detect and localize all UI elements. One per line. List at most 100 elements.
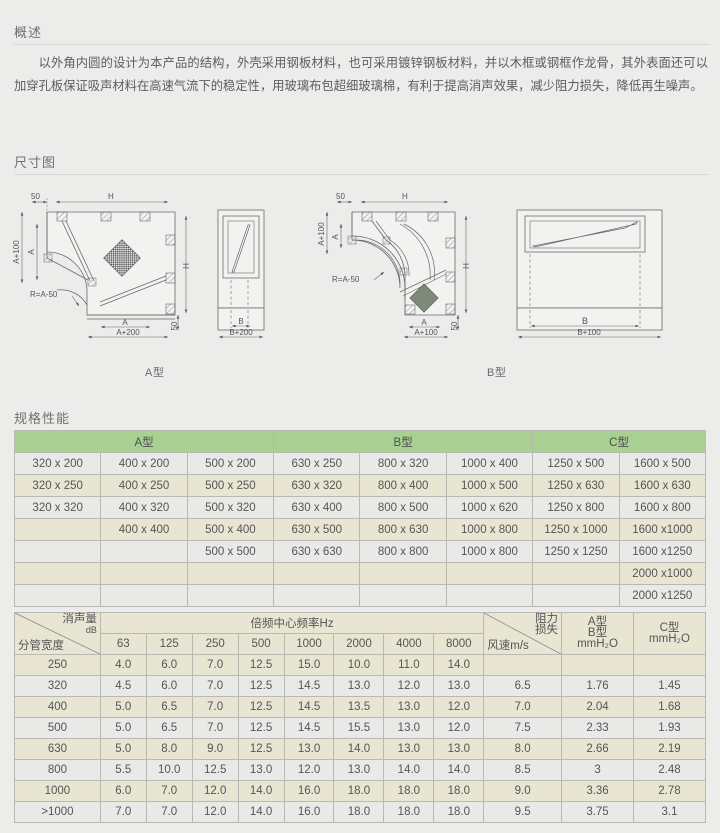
table-row: >1000 7.0 7.0 12.0 14.0 16.0 18.0 18.0 18.0 9.5 3.… <box>14 801 707 823</box>
perf-value-cell: 11.0 <box>383 654 435 676</box>
spec-cell: 630 x 250 <box>273 452 361 475</box>
spec-cell: 630 x 500 <box>273 518 361 541</box>
spec-cell <box>273 584 361 607</box>
perf-corner-bottom-label: 分管宽度 <box>18 640 64 652</box>
table-row: 2000 x1250 <box>13 584 707 607</box>
perf-freq-group-label: 倍频中心频率Hz <box>99 612 485 634</box>
perf-value-cell: 4.5 <box>99 675 147 697</box>
spec-cell: 1000 x 620 <box>445 496 534 519</box>
perf-width-cell: 630 <box>14 738 101 760</box>
spec-cell: 630 x 400 <box>273 496 361 519</box>
perf-value-cell: 18.0 <box>433 801 485 823</box>
spec-cell <box>359 562 447 585</box>
perf-ab-loss-cell: 2.66 <box>561 738 634 760</box>
drawing-caption-a: A型 <box>145 367 165 379</box>
spec-cell <box>100 562 188 585</box>
perf-header-row-2: 63 125 250 500 1000 2000 4000 8000 <box>15 633 706 655</box>
perf-speed-cell <box>483 654 563 676</box>
svg-text:A+100: A+100 <box>12 240 21 264</box>
perf-width-cell: 320 <box>14 675 101 697</box>
table-row: 400 x 400 500 x 400 630 x 500 800 x 630 1000… <box>13 518 707 541</box>
perf-value-cell: 12.5 <box>237 654 285 676</box>
perf-value-cell: 13.0 <box>333 759 385 781</box>
perf-value-cell: 7.0 <box>145 780 193 802</box>
spec-cell: 1000 x 800 <box>445 518 534 541</box>
svg-text:R=A-50: R=A-50 <box>30 290 58 299</box>
perf-value-cell: 13.0 <box>333 675 385 697</box>
perf-resistance-bottom-label: 风速m/s <box>487 640 529 652</box>
perf-width-cell: >1000 <box>14 801 101 823</box>
table-row: 630 5.0 8.0 9.0 12.5 13.0 14.0 13.0 13.0 8.0 2.66 2… <box>14 738 707 760</box>
perf-width-cell: 800 <box>14 759 101 781</box>
overview-divider <box>14 44 710 45</box>
perf-ab-loss-cell: 3.36 <box>561 780 634 802</box>
perf-freq-column-header: 250 <box>191 633 239 655</box>
perf-ab-loss-cell: 1.76 <box>561 675 634 697</box>
perf-value-cell: 4.0 <box>99 654 147 676</box>
diagonal-line-icon-2 <box>484 613 561 654</box>
perf-value-cell: 8.0 <box>145 738 193 760</box>
svg-text:A+100: A+100 <box>414 328 438 337</box>
perf-value-cell: 12.0 <box>191 801 239 823</box>
spec-group-header-row: A型 B型 C型 <box>13 430 706 453</box>
perf-freq-column-header: 2000 <box>333 633 385 655</box>
spec-cell: 1000 x 800 <box>445 540 534 563</box>
perf-value-cell: 12.5 <box>237 738 285 760</box>
spec-heading: 规格性能 <box>14 411 71 426</box>
table-row: 2000 x1000 <box>13 562 707 585</box>
perf-value-cell: 5.5 <box>99 759 147 781</box>
perf-value-cell: 15.5 <box>333 717 385 739</box>
perf-value-cell: 6.0 <box>145 675 193 697</box>
svg-text:H: H <box>108 192 114 201</box>
table-row: 500 5.0 6.5 7.0 12.5 14.5 15.5 13.0 12.0 7.5 2.33 1… <box>14 717 707 739</box>
spec-cell: 1250 x 800 <box>532 496 620 519</box>
perf-col-c-header: C型 mmH₂O <box>632 612 707 655</box>
spec-cell: 500 x 320 <box>186 496 275 519</box>
perf-speed-cell: 6.5 <box>483 675 563 697</box>
perf-width-cell: 250 <box>14 654 101 676</box>
perf-value-cell: 6.0 <box>145 654 193 676</box>
spec-cell <box>273 562 361 585</box>
perf-value-cell: 13.5 <box>333 696 385 718</box>
perf-ab-loss-cell: 2.33 <box>561 717 634 739</box>
spec-cell <box>532 584 620 607</box>
spec-cell: 800 x 500 <box>359 496 447 519</box>
perf-value-cell: 14.0 <box>433 654 485 676</box>
spec-cell <box>13 540 102 563</box>
perf-width-cell: 400 <box>14 696 101 718</box>
svg-text:50: 50 <box>450 321 459 330</box>
perf-freq-column-header: 125 <box>145 633 193 655</box>
perf-col-ab-header: A型 B型 mmH₂O <box>561 612 634 655</box>
spec-cell: 400 x 200 <box>100 452 188 475</box>
dimension-heading: 尺寸图 <box>14 155 57 170</box>
spec-cell: 2000 x1000 <box>618 562 707 585</box>
spec-cell: 1600 x 800 <box>618 496 707 519</box>
spec-group-c: C型 <box>532 430 706 453</box>
table-row: 500 x 500 630 x 630 800 x 800 1000 x 800 125… <box>13 540 707 563</box>
svg-text:R=A-50: R=A-50 <box>332 275 360 284</box>
svg-text:H: H <box>462 263 471 269</box>
spec-cell: 1250 x 500 <box>532 452 620 475</box>
spec-group-b: B型 <box>273 430 534 453</box>
spec-cell: 1000 x 500 <box>445 474 534 497</box>
spec-cell: 1600 x1000 <box>618 518 707 541</box>
spec-cell <box>13 584 102 607</box>
spec-cell: 400 x 320 <box>100 496 188 519</box>
perf-value-cell: 14.0 <box>237 780 285 802</box>
svg-text:A: A <box>122 318 128 327</box>
table-row: 320 x 320 400 x 320 500 x 320 630 x 400 800 … <box>13 496 707 519</box>
perf-value-cell: 5.0 <box>99 696 147 718</box>
table-row: 320 x 200 400 x 200 500 x 200 630 x 250 800 … <box>13 452 707 475</box>
spec-cell: 800 x 320 <box>359 452 447 475</box>
perf-value-cell: 9.0 <box>191 738 239 760</box>
perf-value-cell: 7.0 <box>191 675 239 697</box>
svg-text:B+200: B+200 <box>229 328 253 337</box>
perf-value-cell: 13.0 <box>237 759 285 781</box>
spec-cell: 500 x 200 <box>186 452 275 475</box>
spec-cell: 1600 x1250 <box>618 540 707 563</box>
svg-text:B+100: B+100 <box>577 328 601 337</box>
perf-value-cell: 12.5 <box>237 717 285 739</box>
perf-value-cell: 12.0 <box>383 675 435 697</box>
table-row: 250 4.0 6.0 7.0 12.5 15.0 10.0 11.0 14.0 <box>14 654 707 676</box>
perf-value-cell: 7.0 <box>191 717 239 739</box>
